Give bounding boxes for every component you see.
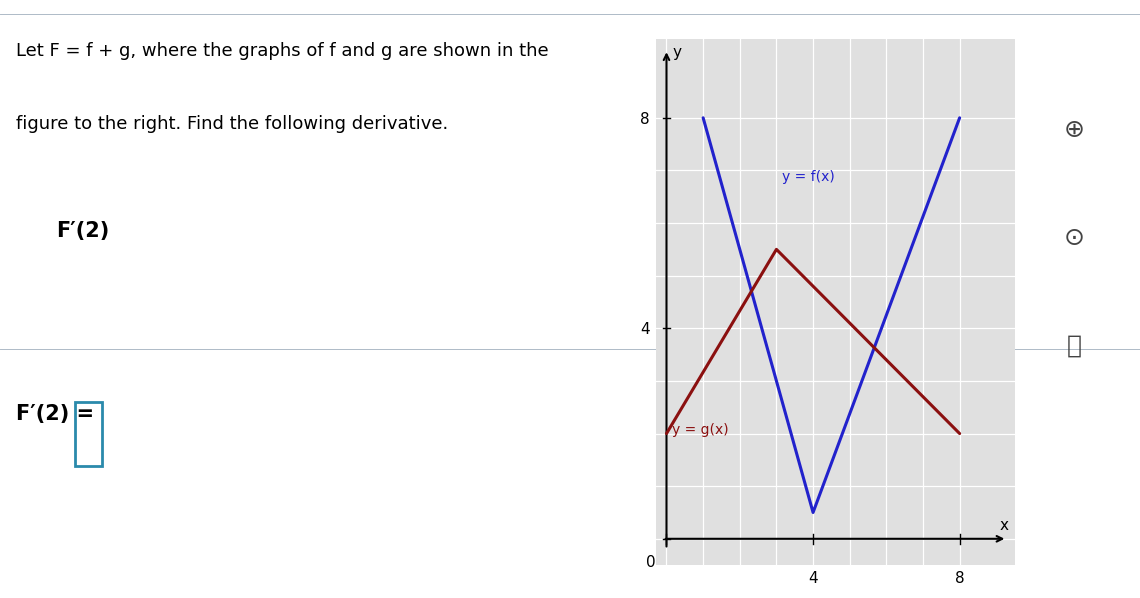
Text: figure to the right. Find the following derivative.: figure to the right. Find the following … bbox=[16, 114, 449, 133]
Bar bbox=[75, 402, 101, 466]
Text: y = f(x): y = f(x) bbox=[782, 170, 834, 184]
Text: 0: 0 bbox=[646, 554, 656, 569]
Text: ⧉: ⧉ bbox=[1067, 333, 1082, 358]
Text: ⊙: ⊙ bbox=[1064, 225, 1085, 250]
Text: F′(2) =: F′(2) = bbox=[16, 404, 95, 425]
Text: y = g(x): y = g(x) bbox=[671, 423, 728, 437]
Text: x: x bbox=[1000, 518, 1009, 533]
Text: ⊕: ⊕ bbox=[1064, 118, 1085, 142]
Text: F′(2): F′(2) bbox=[56, 221, 109, 241]
Text: Let F = f + g, where the graphs of f and g are shown in the: Let F = f + g, where the graphs of f and… bbox=[16, 41, 549, 60]
Text: y: y bbox=[673, 45, 682, 60]
